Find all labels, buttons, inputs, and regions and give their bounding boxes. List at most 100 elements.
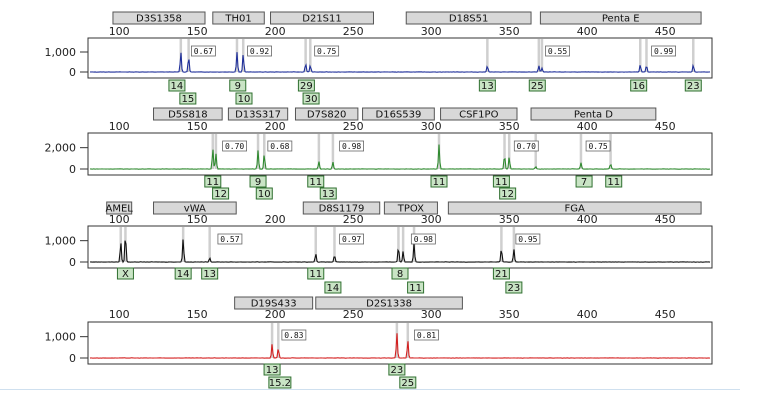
allele-label: 16 <box>632 81 645 92</box>
allele-label: 11 <box>433 177 446 188</box>
ratio-box <box>651 45 676 57</box>
allele-label: 7 <box>581 177 587 188</box>
x-tick-label: 400 <box>577 120 598 133</box>
ratio-label: 0.55 <box>548 47 567 56</box>
ratio-label: 0.75 <box>317 47 336 56</box>
allele-box <box>174 267 192 280</box>
ratio-label: 0.57 <box>220 235 239 244</box>
y-tick-label: 1,000 <box>45 235 77 248</box>
allele-box <box>179 92 197 105</box>
allele-box <box>324 281 342 294</box>
locus-label: D16S539 <box>376 110 422 121</box>
x-tick-label: 450 <box>655 308 676 321</box>
locus-label: Penta E <box>602 14 640 25</box>
x-tick-label: 100 <box>109 120 130 133</box>
allele-box <box>297 79 315 92</box>
allele-label: 9 <box>235 81 241 92</box>
x-tick-label: 300 <box>421 120 442 133</box>
allele-label: 14 <box>327 283 340 294</box>
y-tick-label: 0 <box>69 256 76 269</box>
allele-box <box>235 92 253 105</box>
ratio-box <box>515 233 541 245</box>
trace-line <box>89 333 711 359</box>
allele-box <box>302 92 320 105</box>
ratio-label: 0.83 <box>284 331 303 340</box>
allele-box <box>492 267 510 280</box>
locus-label: AMEL <box>106 204 134 215</box>
allele-box <box>168 79 186 92</box>
allele-label: 9 <box>255 177 261 188</box>
allele-label: 13 <box>322 189 335 200</box>
allele-box <box>391 267 409 280</box>
x-tick-label: 150 <box>187 308 208 321</box>
ratio-box <box>217 233 243 245</box>
allele-box <box>478 79 496 92</box>
x-tick-label: 100 <box>109 308 130 321</box>
ratio-box <box>222 140 248 152</box>
locus-label: D18S51 <box>449 14 489 25</box>
ratio-box <box>585 140 611 152</box>
x-tick-label: 450 <box>655 213 676 226</box>
allele-box <box>684 79 702 92</box>
locus-label: D3S1358 <box>136 14 182 25</box>
y-tick-label: 0 <box>69 352 76 365</box>
x-tick-label: 350 <box>499 308 520 321</box>
trace-line <box>89 144 711 170</box>
ratio-label: 0.97 <box>342 235 361 244</box>
locus-box <box>315 296 463 310</box>
allele-box <box>499 187 517 200</box>
allele-box <box>388 363 406 376</box>
locus-box <box>447 201 702 215</box>
locus-box <box>294 107 359 121</box>
allele-label: 14 <box>177 269 190 280</box>
y-tick-label: 0 <box>69 163 76 176</box>
allele-box <box>204 175 222 188</box>
allele-box <box>249 175 267 188</box>
x-tick-label: 300 <box>421 213 442 226</box>
allele-label: 29 <box>300 81 313 92</box>
x-tick-label: 350 <box>499 120 520 133</box>
ratio-label: 0.98 <box>414 235 433 244</box>
x-tick-label: 100 <box>109 213 130 226</box>
x-tick-label: 150 <box>187 213 208 226</box>
x-tick-label: 250 <box>343 308 364 321</box>
x-tick-label: 300 <box>421 308 442 321</box>
ratio-label: 0.95 <box>518 235 537 244</box>
allele-label: 11 <box>607 177 620 188</box>
y-tick-label: 2,000 <box>45 142 77 155</box>
allele-label: 15 <box>181 94 194 105</box>
locus-box <box>362 107 435 121</box>
x-tick-label: 400 <box>577 213 598 226</box>
ratio-label: 0.75 <box>588 142 607 151</box>
allele-label: 13 <box>481 81 494 92</box>
ratio-label: 0.70 <box>517 142 536 151</box>
allele-box <box>255 187 273 200</box>
x-tick-label: 200 <box>265 25 286 38</box>
x-tick-label: 200 <box>265 308 286 321</box>
ratio-box <box>190 45 216 57</box>
allele-box <box>575 175 593 188</box>
x-tick-label: 450 <box>655 120 676 133</box>
allele-label: 23 <box>391 365 404 376</box>
x-tick-label: 350 <box>499 25 520 38</box>
ratio-label: 0.68 <box>270 142 289 151</box>
locus-label: D7S820 <box>307 110 347 121</box>
plot-frame <box>87 37 713 79</box>
allele-label: 10 <box>258 189 271 200</box>
x-tick-label: 350 <box>499 213 520 226</box>
locus-box <box>383 201 438 215</box>
allele-box <box>492 175 510 188</box>
allele-box <box>263 363 281 376</box>
x-tick-label: 200 <box>265 120 286 133</box>
allele-box <box>229 79 247 92</box>
locus-label: D21S11 <box>302 14 342 25</box>
allele-box <box>319 187 337 200</box>
locus-box <box>530 107 657 121</box>
allele-label: 13 <box>203 269 216 280</box>
y-tick-label: 0 <box>69 66 76 79</box>
x-tick-label: 400 <box>577 25 598 38</box>
x-tick-label: 100 <box>109 25 130 38</box>
ratio-box <box>267 140 293 152</box>
ratio-label: 0.67 <box>194 47 213 56</box>
